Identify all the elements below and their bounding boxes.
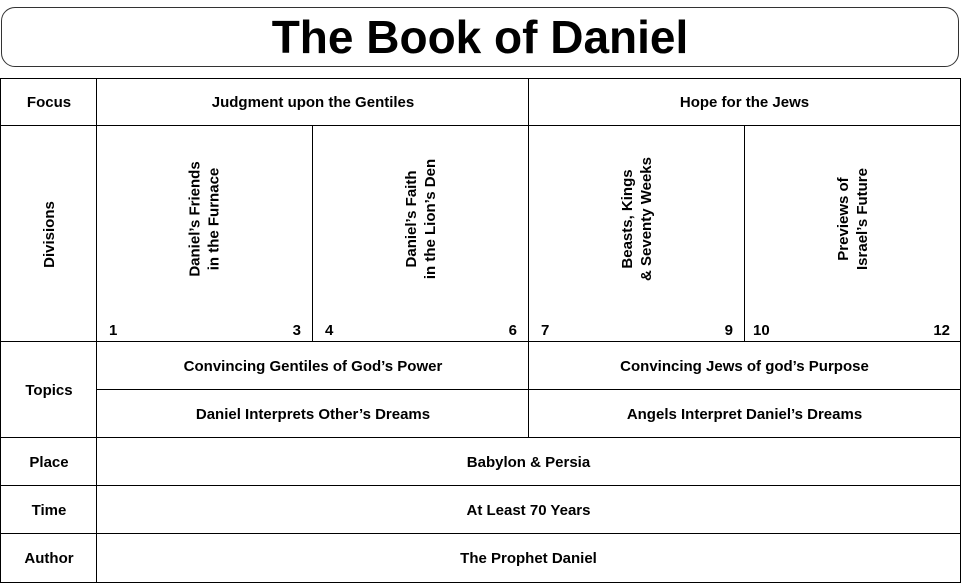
chapter-end: 3 — [292, 322, 301, 339]
chapter-start: 1 — [109, 322, 118, 339]
row-label-time: Time — [0, 485, 98, 535]
division-2: Daniel’s Faith in the Lion’s Den 4 6 — [312, 125, 530, 343]
division-title: Beasts, Kings — [619, 169, 636, 269]
division-4: Previews of Israel’s Future 10 12 — [744, 125, 961, 343]
place-value: Babylon & Persia — [96, 437, 961, 487]
topic-jews-1: Convincing Jews of god’s Purpose — [528, 341, 961, 391]
time-value: At Least 70 Years — [96, 485, 961, 535]
chapter-end: 6 — [508, 322, 517, 339]
division-subtitle: in the Furnace — [206, 167, 223, 271]
division-title: Daniel’s Faith — [403, 170, 420, 268]
row-label-focus: Focus — [0, 78, 98, 127]
focus-gentiles: Judgment upon the Gentiles — [96, 78, 530, 127]
divisions-label: Divisions — [40, 200, 58, 268]
division-3: Beasts, Kings & Seventy Weeks 7 9 — [528, 125, 746, 343]
row-label-topics: Topics — [0, 341, 98, 439]
division-subtitle: Israel’s Future — [853, 168, 871, 270]
chapter-start: 10 — [753, 322, 770, 339]
division-subtitle: in the Lion’s Den — [422, 158, 439, 280]
chapter-start: 7 — [541, 322, 550, 339]
division-title: Daniel’s Friends — [187, 161, 204, 277]
row-label-author: Author — [0, 533, 98, 583]
topic-gentiles-1: Convincing Gentiles of God’s Power — [96, 341, 530, 391]
division-subtitle: & Seventy Weeks — [638, 157, 655, 281]
row-label-divisions: Divisions — [0, 125, 98, 343]
chapter-end: 12 — [933, 322, 950, 339]
division-title: Previews of — [834, 177, 852, 261]
topic-gentiles-2: Daniel Interprets Other’s Dreams — [96, 389, 530, 439]
page-title: The Book of Daniel — [1, 7, 959, 67]
author-value: The Prophet Daniel — [96, 533, 961, 583]
topic-jews-2: Angels Interpret Daniel’s Dreams — [528, 389, 961, 439]
row-label-place: Place — [0, 437, 98, 487]
chapter-start: 4 — [325, 322, 334, 339]
focus-jews: Hope for the Jews — [528, 78, 961, 127]
division-1: Daniel’s Friends in the Furnace 1 3 — [96, 125, 314, 343]
chapter-end: 9 — [724, 322, 733, 339]
